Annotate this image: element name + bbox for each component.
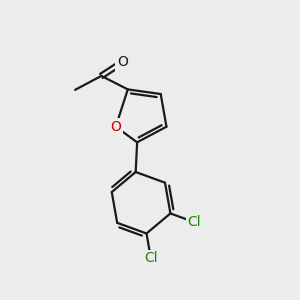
Text: Cl: Cl <box>144 251 158 266</box>
Text: Cl: Cl <box>187 215 201 229</box>
Text: O: O <box>117 55 128 69</box>
Text: O: O <box>110 120 121 134</box>
